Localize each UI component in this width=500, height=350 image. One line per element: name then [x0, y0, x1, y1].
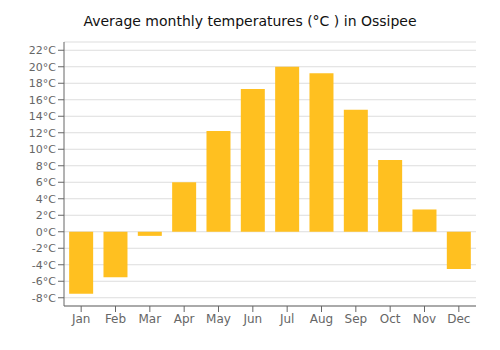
- svg-text:Apr: Apr: [174, 312, 195, 326]
- svg-text:4°C: 4°C: [36, 193, 56, 206]
- svg-text:18°C: 18°C: [29, 77, 56, 90]
- svg-text:Jan: Jan: [71, 312, 91, 326]
- svg-text:22°C: 22°C: [29, 44, 56, 57]
- html-text:Average monthly temperatures (: Average monthly temperatures (°C ) in Os…: [83, 13, 417, 29]
- svg-text:8°C: 8°C: [36, 160, 56, 173]
- svg-text:Mar: Mar: [139, 312, 162, 326]
- svg-text:Oct: Oct: [380, 312, 401, 326]
- svg-text:May: May: [206, 312, 231, 326]
- svg-text:0°C: 0°C: [36, 226, 56, 239]
- svg-text:-4°C: -4°C: [32, 259, 56, 272]
- svg-text:Nov: Nov: [413, 312, 436, 326]
- svg-text:16°C: 16°C: [29, 94, 56, 107]
- svg-text:Aug: Aug: [310, 312, 333, 326]
- svg-text:Jun: Jun: [242, 312, 262, 326]
- svg-text:Sep: Sep: [345, 312, 368, 326]
- svg-text:-8°C: -8°C: [32, 292, 56, 305]
- svg-text:2°C: 2°C: [36, 209, 56, 222]
- svg-text:Feb: Feb: [105, 312, 126, 326]
- svg-text:14°C: 14°C: [29, 110, 56, 123]
- svg-text:12°C: 12°C: [29, 127, 56, 140]
- svg-text:-6°C: -6°C: [32, 275, 56, 288]
- svg-text:10°C: 10°C: [29, 143, 56, 156]
- svg-text:6°C: 6°C: [36, 176, 56, 189]
- svg-text:20°C: 20°C: [29, 61, 56, 74]
- svg-text:Jul: Jul: [279, 312, 294, 326]
- svg-text:Dec: Dec: [447, 312, 470, 326]
- svg-text:-2°C: -2°C: [32, 242, 56, 255]
